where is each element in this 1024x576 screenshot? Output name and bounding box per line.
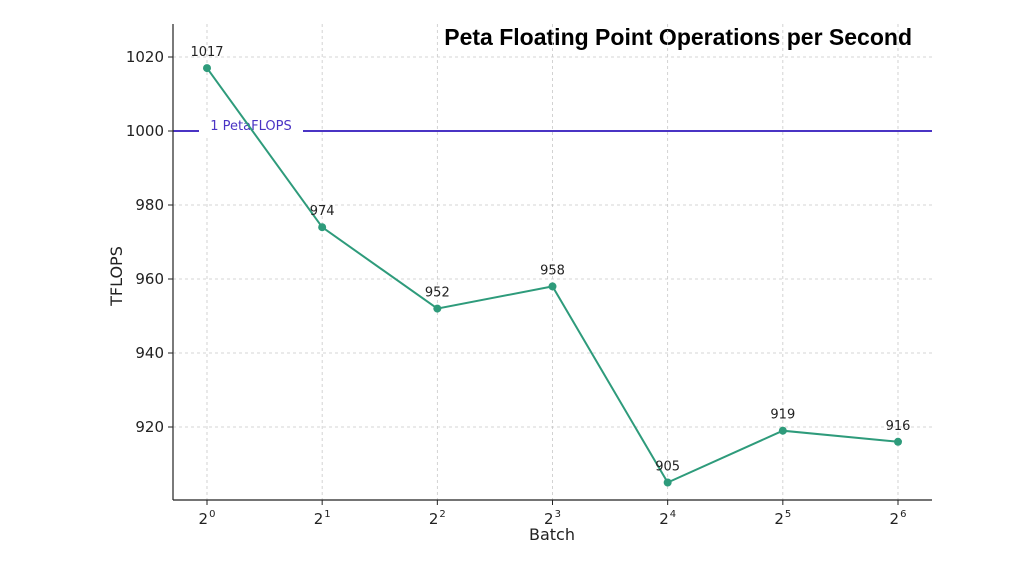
data-point [894, 437, 902, 446]
reference-label-box [199, 119, 303, 135]
axes: 20 21 22 23 24 25 26 920 940 960 980 1000 1020 [126, 24, 932, 528]
series-group [203, 64, 902, 487]
y-tick-label: 920 [135, 418, 164, 436]
data-point [318, 223, 327, 232]
data-label: 919 [770, 408, 795, 423]
grid [173, 24, 932, 500]
y-tick-label: 960 [135, 270, 164, 288]
x-tick-label: 23 [544, 509, 561, 528]
chart-title: Peta Floating Point Operations per Secon… [444, 24, 912, 50]
x-tick-label: 22 [429, 509, 446, 528]
data-label: 916 [886, 419, 911, 434]
y-tick-label: 1020 [126, 48, 164, 66]
reference-line-group: 1 PetaFLOPS [173, 119, 932, 135]
data-label: 952 [425, 286, 450, 301]
data-point [663, 478, 672, 487]
data-label: 958 [540, 263, 565, 278]
data-label: 905 [655, 460, 680, 475]
data-label: 974 [310, 204, 335, 219]
x-axis-label: Batch [529, 525, 575, 544]
data-label: 1017 [190, 45, 223, 60]
y-tick-label: 1000 [126, 122, 164, 140]
y-tick-label: 940 [135, 344, 164, 362]
data-point [433, 304, 442, 313]
reference-label: 1 PetaFLOPS [210, 119, 291, 134]
y-tick-label: 980 [135, 196, 164, 214]
x-tick-label: 21 [314, 509, 331, 528]
x-tick-label: 25 [774, 509, 791, 528]
x-tick-label: 26 [890, 509, 907, 528]
data-point [778, 426, 787, 435]
data-point [203, 64, 211, 73]
y-axis-label: TFLOPS [107, 246, 126, 307]
x-tick-label: 24 [659, 509, 676, 528]
x-tick-label: 20 [199, 509, 216, 528]
data-labels: 1017 974 952 958 905 919 916 [190, 45, 910, 474]
data-point [548, 282, 557, 291]
